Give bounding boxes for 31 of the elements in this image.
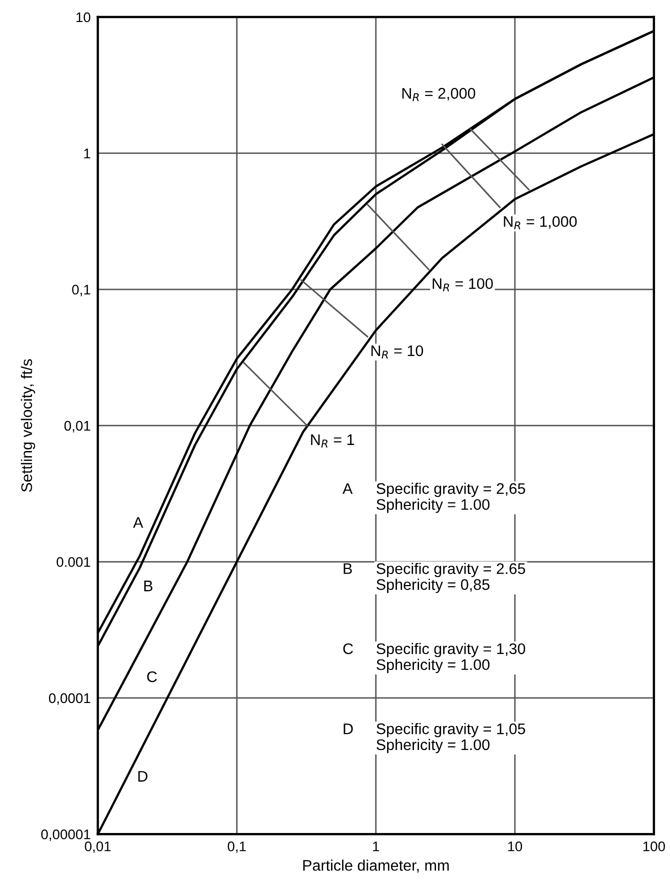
- annotation: D: [138, 771, 148, 782]
- annotation: B: [144, 580, 152, 592]
- y-tick-label: 10: [76, 12, 90, 22]
- x-tick-label: 100: [643, 841, 665, 852]
- series-label: N$_{R}$ = 1,000: [504, 216, 577, 230]
- x-axis-title: Particle diameter, mm: [303, 860, 449, 873]
- y-tick-label: 0,01: [64, 420, 90, 432]
- y-tick-label: 0,00001: [41, 829, 90, 841]
- annotation: D: [344, 724, 353, 734]
- y-tick-label: 0.001: [56, 557, 90, 567]
- y-tick-label: 1: [84, 148, 90, 158]
- x-tick-label: 10: [508, 841, 522, 852]
- x-tick-label: 0,1: [228, 841, 246, 853]
- annotation: Specific gravity = 2.65 Sphericity = 0,85: [376, 562, 526, 593]
- annotation: Specific gravity = 2,65 Sphericity = 1.00: [376, 482, 526, 513]
- y-tick-label: 0,1: [72, 284, 90, 296]
- y-axis-title: Settling velocity, ft/s: [20, 359, 36, 492]
- annotation: C: [343, 643, 353, 654]
- x-tick-label: 1: [373, 842, 380, 852]
- series-label: N$_{R}$ = 10: [371, 345, 424, 358]
- annotation: B: [344, 563, 352, 574]
- annotation: A: [133, 517, 144, 528]
- series-label: N$_{R}$ = 2,000: [402, 88, 476, 102]
- x-tick-label: 0,01: [84, 841, 111, 853]
- annotation: Specific gravity = 1,30 Sphericity = 1.00: [376, 642, 526, 674]
- series-label: N$_{R}$ = 1: [311, 434, 354, 448]
- y-tick-label: 0,0001: [48, 693, 90, 705]
- annotation: A: [342, 483, 353, 494]
- series-label: N$_{R}$ = 100: [432, 278, 493, 292]
- annotation: C: [147, 671, 157, 682]
- annotation: Specific gravity = 1,05 Sphericity = 1.00: [376, 723, 526, 754]
